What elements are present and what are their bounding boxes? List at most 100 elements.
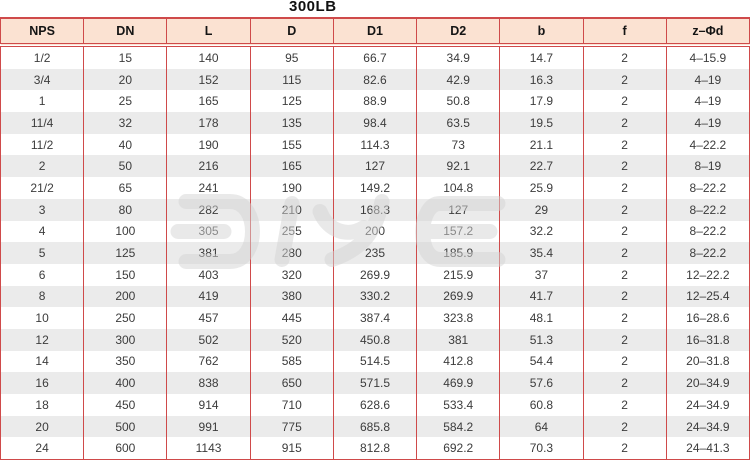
cell: 165 bbox=[166, 90, 251, 113]
cell: 29 bbox=[499, 198, 584, 221]
cell: 115 bbox=[249, 68, 334, 91]
cell: 24–34.9 bbox=[665, 415, 750, 438]
cell: 457 bbox=[166, 307, 251, 329]
cell: 11/4 bbox=[0, 112, 84, 134]
cell: 282 bbox=[166, 198, 251, 221]
cell: 450.8 bbox=[332, 328, 417, 351]
table-row: 21/2 65 241 190 149.2 104.8 25.9 2 8–22.2 bbox=[1, 177, 750, 199]
cell: 66.7 bbox=[332, 45, 417, 69]
cell: 51.3 bbox=[499, 328, 584, 351]
cell: 445 bbox=[249, 307, 334, 329]
cell: 250 bbox=[83, 307, 167, 329]
cell: 25.9 bbox=[499, 177, 584, 199]
cell: 18 bbox=[35, 397, 49, 412]
cell: 21/2 bbox=[30, 180, 54, 195]
cell: 450 bbox=[83, 394, 167, 416]
cell: 64 bbox=[499, 415, 584, 438]
table-row: 16 400 838 650 571.5 469.9 57.6 2 20–34.9 bbox=[0, 372, 750, 394]
cell: 16–28.6 bbox=[665, 307, 750, 329]
cell: 2 bbox=[582, 415, 667, 438]
cell: 215.9 bbox=[416, 263, 500, 286]
header-cell: NPS bbox=[0, 18, 84, 47]
cell: 54.4 bbox=[499, 350, 584, 373]
cell: 2 bbox=[582, 285, 667, 308]
cell: 2 bbox=[582, 177, 667, 199]
cell: 2 bbox=[582, 328, 667, 351]
dimension-table: NPS DN L D D1 D2 b f z–Φd 1/2 15 140 95 66.7 34.9 14.7… bbox=[0, 17, 750, 460]
cell: 8–19 bbox=[665, 155, 750, 178]
header-row: NPS DN L D D1 D2 b f z–Φd bbox=[0, 18, 750, 47]
cell: 269.9 bbox=[332, 263, 417, 286]
cell: 34.9 bbox=[416, 45, 500, 69]
table-row: 18 450 914 710 628.6 533.4 60.8 2 24–34.9 bbox=[1, 394, 750, 416]
cell: 200 bbox=[83, 285, 167, 308]
cell: 152 bbox=[166, 68, 251, 91]
cell: 65 bbox=[83, 177, 167, 199]
cell: 419 bbox=[166, 285, 251, 308]
table-row: 11/4 32 178 135 98.4 63.5 19.5 2 4–19 bbox=[0, 112, 750, 134]
cell: 2 bbox=[582, 350, 667, 373]
cell: 200 bbox=[332, 220, 417, 243]
table-row: 2 50 216 165 127 92.1 22.7 2 8–19 bbox=[0, 155, 750, 178]
cell: 185.9 bbox=[416, 242, 500, 264]
cell: 127 bbox=[332, 155, 417, 178]
cell: 104.8 bbox=[416, 177, 500, 199]
cell: 710 bbox=[249, 394, 334, 416]
cell: 150 bbox=[83, 263, 167, 286]
cell: 8–22.2 bbox=[665, 242, 750, 264]
cell: 32.2 bbox=[499, 220, 584, 243]
cell: 41.7 bbox=[499, 285, 584, 308]
table-row: 11/2 40 190 155 114.3 73 21.1 2 4–22.2 bbox=[1, 133, 750, 156]
cell: 178 bbox=[166, 112, 251, 134]
table-row: 10 250 457 445 387.4 323.8 48.1 2 16–28.6 bbox=[1, 307, 750, 329]
cell: 20 bbox=[0, 415, 84, 438]
cell: 1143 bbox=[166, 437, 251, 460]
cell: 300 bbox=[83, 328, 167, 351]
cell: 915 bbox=[249, 437, 334, 460]
table-row: 8 200 419 380 330.2 269.9 41.7 2 12–25.4 bbox=[0, 285, 750, 308]
table-row: 24 600 1143 915 812.8 692.2 70.3 2 24–41.3 bbox=[1, 437, 750, 460]
cell: 2 bbox=[582, 155, 667, 178]
header-cell: f bbox=[582, 18, 667, 47]
cell: 63.5 bbox=[416, 112, 500, 134]
cell: 12–25.4 bbox=[665, 285, 750, 308]
cell: 2 bbox=[582, 198, 667, 221]
cell: 88.9 bbox=[332, 90, 417, 113]
cell: 2 bbox=[582, 133, 667, 156]
cell: 168.3 bbox=[332, 198, 417, 221]
cell: 584.2 bbox=[416, 415, 500, 438]
cell: 533.4 bbox=[416, 394, 500, 416]
cell: 40 bbox=[83, 133, 167, 156]
cell: 241 bbox=[166, 177, 251, 199]
cell: 190 bbox=[166, 133, 251, 156]
cell: 2 bbox=[0, 155, 84, 178]
cell: 70.3 bbox=[499, 437, 584, 460]
table-row: 1 25 165 125 88.9 50.8 17.9 2 4–19 bbox=[1, 90, 750, 113]
cell: 3 bbox=[0, 198, 84, 221]
cell: 98.4 bbox=[332, 112, 417, 134]
table-row: 1/2 15 140 95 66.7 34.9 14.7 2 4–15.9 bbox=[1, 45, 750, 69]
cell: 125 bbox=[83, 242, 167, 264]
cell: 157.2 bbox=[416, 220, 500, 243]
cell: 60.8 bbox=[499, 394, 584, 416]
cell: 2 bbox=[582, 307, 667, 329]
cell: 320 bbox=[249, 263, 334, 286]
cell: 269.9 bbox=[416, 285, 500, 308]
cell: 914 bbox=[166, 394, 251, 416]
cell: 8 bbox=[0, 285, 84, 308]
cell: 42.9 bbox=[416, 68, 500, 91]
cell: 12–22.2 bbox=[665, 263, 750, 286]
header-cell: z–Φd bbox=[665, 18, 750, 47]
cell: 403 bbox=[166, 263, 251, 286]
cell: 20 bbox=[83, 68, 167, 91]
cell: 323.8 bbox=[416, 307, 500, 329]
cell: 991 bbox=[166, 415, 251, 438]
cell: 4–15.9 bbox=[665, 45, 750, 69]
cell: 25 bbox=[83, 90, 167, 113]
cell: 502 bbox=[166, 328, 251, 351]
cell: 21.1 bbox=[499, 133, 584, 156]
cell: 330.2 bbox=[332, 285, 417, 308]
cell: 235 bbox=[332, 242, 417, 264]
cell: 17.9 bbox=[499, 90, 584, 113]
table-row: 14 350 762 585 514.5 412.8 54.4 2 20–31.8 bbox=[1, 350, 750, 373]
